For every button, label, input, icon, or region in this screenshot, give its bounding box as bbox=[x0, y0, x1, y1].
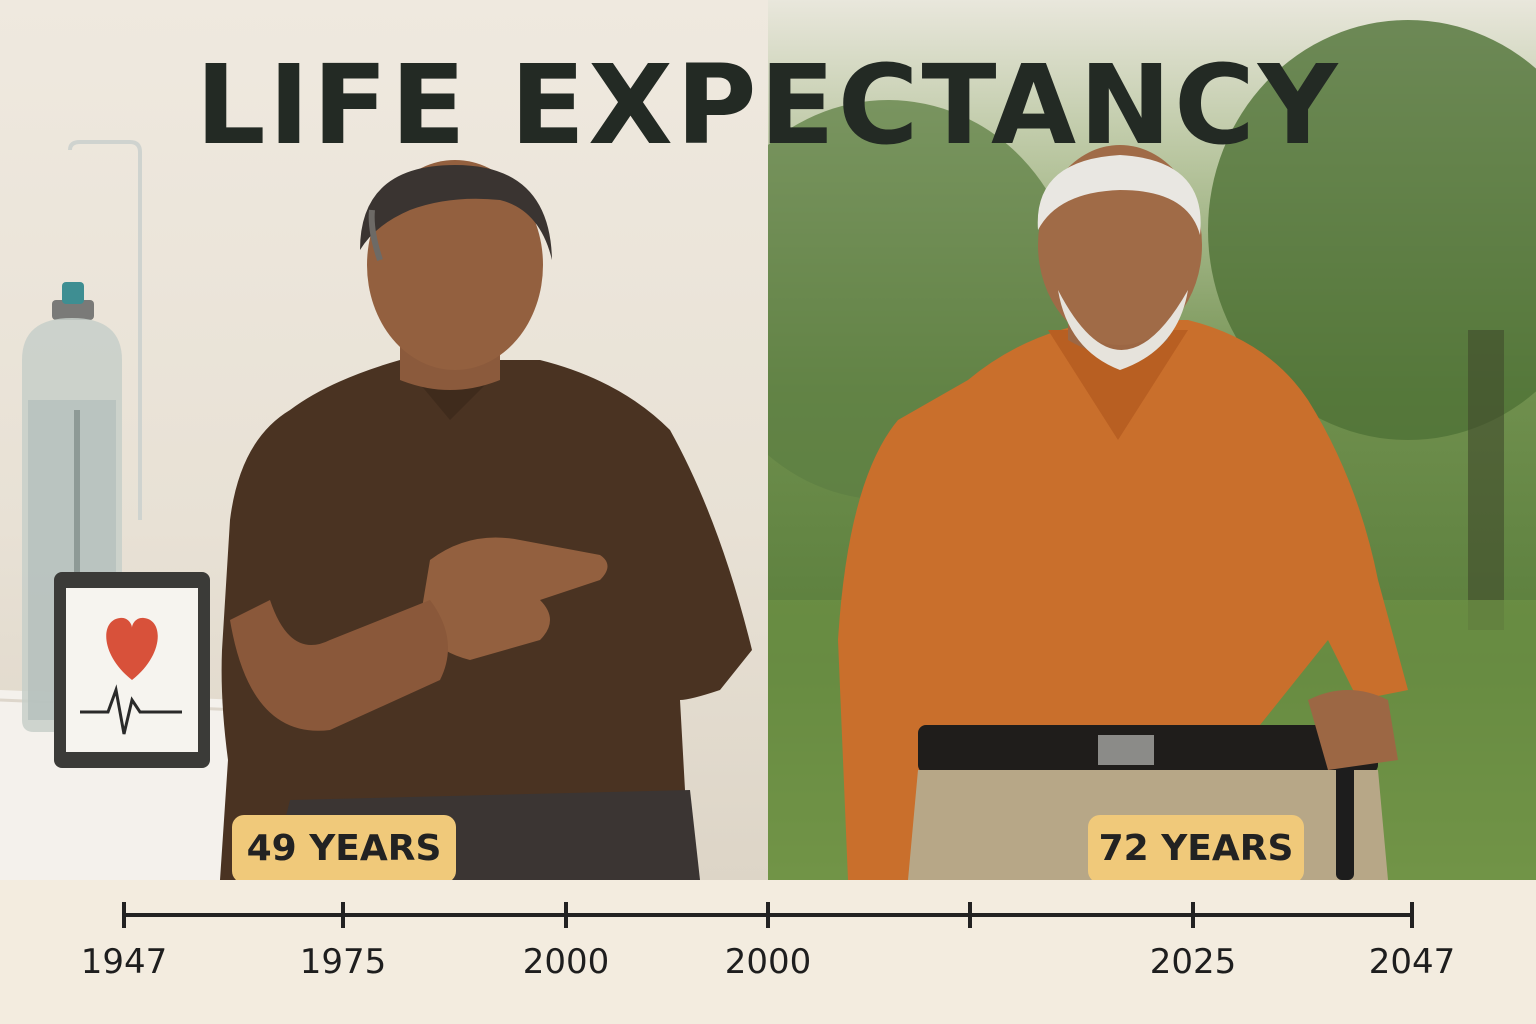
tick-label: 1975 bbox=[299, 942, 387, 982]
tick-label: 2047 bbox=[1368, 942, 1456, 982]
tick-label: 2000 bbox=[724, 942, 812, 982]
timeline: 1947 1975 2000 2000 2025 2047 bbox=[0, 880, 1536, 1024]
tick-label: 1947 bbox=[80, 942, 168, 982]
man-in-brown-shirt bbox=[220, 160, 752, 880]
tick-label: 2000 bbox=[522, 942, 610, 982]
left-scene-illustration bbox=[0, 140, 752, 880]
page-title: LIFE EXPECTANCY bbox=[195, 41, 1341, 169]
right-callout-badge: 72 YEARS bbox=[1088, 815, 1304, 893]
left-callout-badge: 49 YEARS bbox=[232, 815, 456, 893]
tick-label: 2025 bbox=[1149, 942, 1237, 982]
left-photo-panel bbox=[0, 0, 768, 880]
heart-monitor-icon bbox=[54, 572, 210, 768]
timeline-axis bbox=[122, 902, 1414, 928]
